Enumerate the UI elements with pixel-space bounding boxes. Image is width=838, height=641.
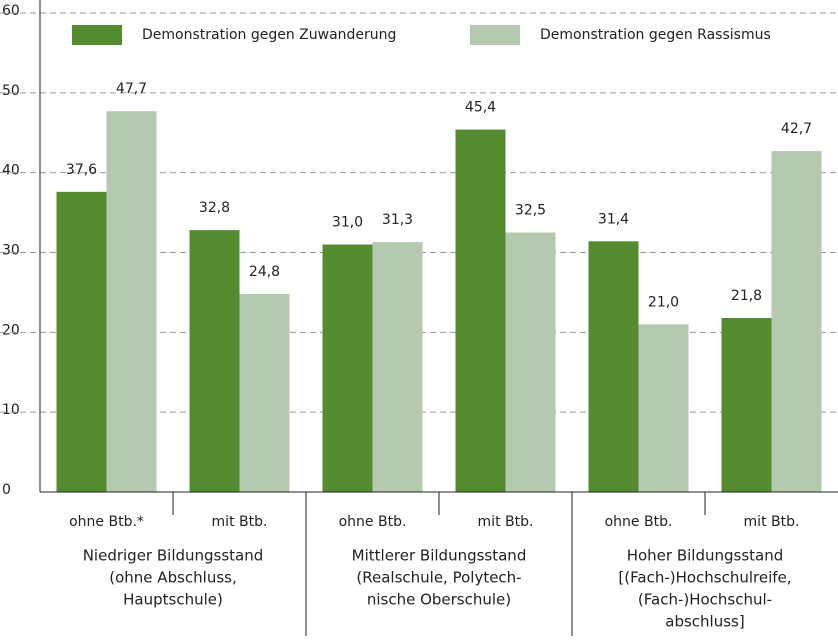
value-label: 24,8 <box>249 264 280 280</box>
group-label: nische Oberschule) <box>367 591 511 609</box>
bar <box>455 129 506 492</box>
group-label: Hoher Bildungsstand <box>627 547 784 565</box>
y-tick-label: 50 <box>2 83 20 99</box>
legend-swatch <box>470 25 520 45</box>
y-tick-label: 40 <box>2 163 20 179</box>
bar <box>189 230 240 492</box>
bar <box>106 111 157 492</box>
value-label: 37,6 <box>66 162 97 178</box>
group-label: Hauptschule) <box>123 591 223 609</box>
bar <box>322 244 373 492</box>
group-label: [(Fach-)Hochschulreife, <box>618 569 791 587</box>
x-tick-label: mit Btb. <box>744 514 800 530</box>
bar <box>505 232 556 492</box>
group-label: (Realschule, Polytech- <box>356 569 521 587</box>
group-label: (Fach-)Hochschul- <box>638 591 772 609</box>
value-label: 31,0 <box>332 215 363 231</box>
value-label: 45,4 <box>465 100 496 116</box>
value-label: 31,3 <box>382 212 413 228</box>
value-label: 31,4 <box>598 211 629 227</box>
y-tick-label: 20 <box>2 322 20 338</box>
x-tick-label: mit Btb. <box>478 514 534 530</box>
x-tick-label: mit Btb. <box>212 514 268 530</box>
bar <box>771 151 822 492</box>
bar <box>721 317 772 492</box>
x-tick-label: ohne Btb. <box>605 514 673 530</box>
bar <box>638 324 689 492</box>
y-tick-label: 0 <box>2 482 11 498</box>
x-tick-label: ohne Btb. <box>339 514 407 530</box>
group-label: Mittlerer Bildungsstand <box>352 547 527 565</box>
bar <box>239 294 290 492</box>
value-label: 47,7 <box>116 81 147 97</box>
value-label: 21,0 <box>648 294 679 310</box>
y-tick-label: 10 <box>2 402 20 418</box>
x-tick-label: ohne Btb.* <box>69 514 144 530</box>
group-label: (ohne Abschluss, <box>109 569 236 587</box>
legend-label: Demonstration gegen Zuwanderung <box>142 27 396 43</box>
value-label: 32,8 <box>199 200 230 216</box>
group-label: Niedriger Bildungsstand <box>83 547 264 565</box>
value-label: 21,8 <box>731 288 762 304</box>
legend-label: Demonstration gegen Rassismus <box>540 27 771 43</box>
legend-bg <box>66 18 836 52</box>
bar <box>56 191 107 492</box>
value-label: 42,7 <box>781 121 812 137</box>
bar <box>372 242 423 492</box>
legend-swatch <box>72 25 122 45</box>
group-label: abschluss] <box>665 613 744 631</box>
y-tick-label: 60 <box>2 3 20 19</box>
bar <box>588 241 639 492</box>
y-tick-label: 30 <box>2 243 20 259</box>
value-label: 32,5 <box>515 203 546 219</box>
